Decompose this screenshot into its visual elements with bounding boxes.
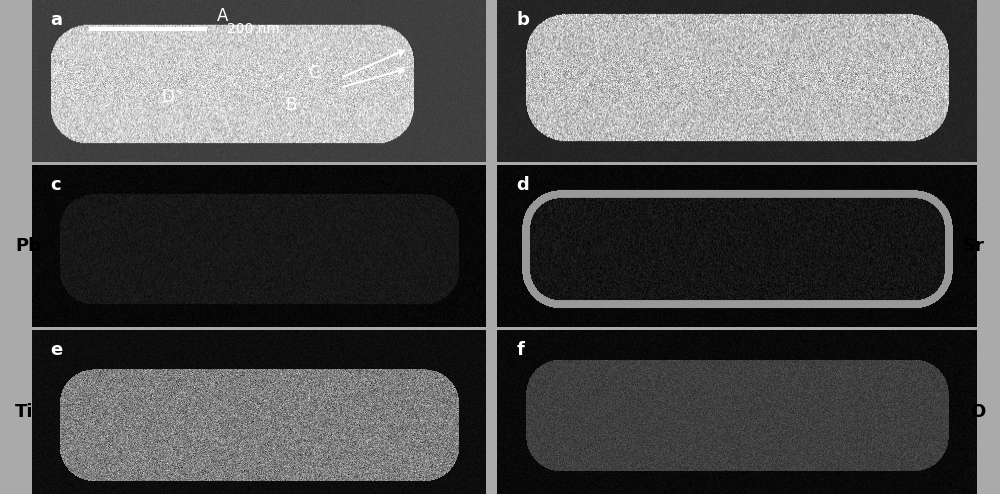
Text: Ti: Ti xyxy=(15,403,34,421)
Text: e: e xyxy=(50,341,62,360)
Text: f: f xyxy=(516,341,524,360)
Text: B: B xyxy=(285,96,296,114)
Text: A: A xyxy=(217,7,228,25)
Text: Pb: Pb xyxy=(15,237,41,255)
Text: 200 nm: 200 nm xyxy=(227,22,280,36)
Text: C: C xyxy=(308,64,319,82)
Text: c: c xyxy=(50,176,61,194)
Text: a: a xyxy=(50,11,62,29)
Text: D: D xyxy=(162,88,175,106)
Text: b: b xyxy=(516,11,529,29)
Text: O: O xyxy=(970,403,985,421)
Text: Sr: Sr xyxy=(963,237,985,255)
Text: d: d xyxy=(516,176,529,194)
